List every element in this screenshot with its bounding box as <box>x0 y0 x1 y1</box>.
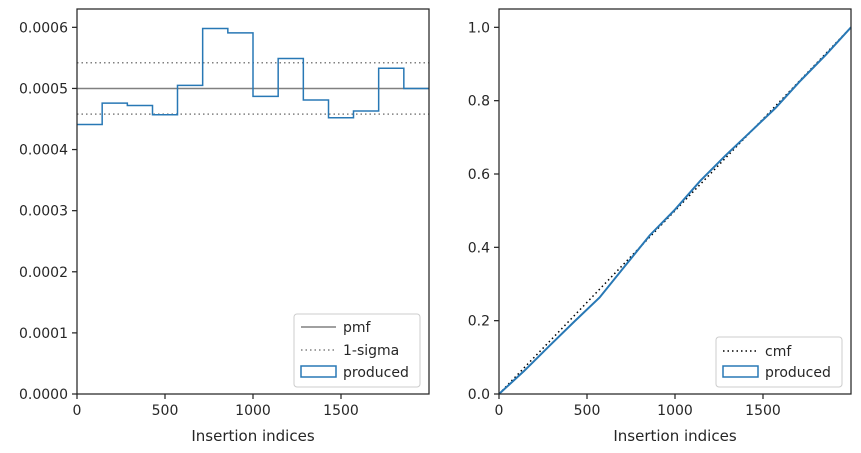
cmf-y-tick-label: 0.4 <box>468 240 490 256</box>
cmf-y-axis: 0.0 0.2 0.4 0.6 0.8 1.0 <box>468 20 499 403</box>
histogram-y-tick-label: 0.0003 <box>19 204 68 220</box>
cmf-x-axis: 0 500 1000 1500 <box>495 394 781 419</box>
histogram-y-tick-label: 0.0001 <box>19 326 68 342</box>
histogram-panel: 0.0000 0.0001 0.0002 0.0003 0.0004 0.0005 0.00… <box>19 8 430 445</box>
histogram-y-tick-label: 0.0002 <box>19 265 68 281</box>
cmf-legend-box <box>715 336 843 388</box>
cmf-y-tick-label: 1.0 <box>468 20 490 36</box>
histogram-x-tick-label: 1500 <box>323 403 359 419</box>
produced-legend-label: produced <box>343 365 409 381</box>
cmf-x-axis-label: Insertion indices <box>613 427 736 445</box>
histogram-y-axis: 0.0000 0.0001 0.0002 0.0003 0.0004 0.0005 0.00… <box>19 20 77 403</box>
histogram-y-tick-label: 0.0000 <box>19 387 68 403</box>
histogram-plot-area <box>77 27 429 126</box>
histogram-x-tick-label: 1000 <box>235 403 271 419</box>
cmf-frame <box>498 8 852 395</box>
histogram-x-axis: 0 500 1000 1500 <box>73 394 359 419</box>
cmf-y-tick-label: 0.8 <box>468 94 490 110</box>
histogram-frame <box>76 8 430 395</box>
cmf-legend-label: cmf <box>765 344 792 360</box>
cmf-y-tick-label: 0.2 <box>468 314 490 330</box>
produced-cmf-legend-swatch <box>722 365 759 378</box>
produced-legend-swatch <box>300 365 337 378</box>
histogram-y-tick-label: 0.0004 <box>19 143 68 159</box>
produced-cmf-line <box>498 26 852 395</box>
histogram-x-axis-label: Insertion indices <box>191 427 314 445</box>
cmf-x-tick-label: 1500 <box>745 403 781 419</box>
histogram-y-tick-label: 0.0006 <box>19 20 68 36</box>
cmf-panel: 0.0 0.2 0.4 0.6 0.8 1.0 0 500 1000 1500 Insertio… <box>468 8 852 445</box>
histogram-legend-box <box>293 313 421 388</box>
cmf-x-tick-label: 1000 <box>657 403 693 419</box>
cmf-x-tick-label: 500 <box>574 403 601 419</box>
produced-histogram-step <box>77 27 429 126</box>
cmf-plot-area <box>498 26 852 395</box>
histogram-legend: pmf 1-sigma produced <box>293 313 421 388</box>
produced-cmf-legend-label: produced <box>765 365 831 381</box>
sigma-legend-label: 1-sigma <box>343 343 399 359</box>
cmf-legend: cmf produced <box>715 336 843 388</box>
cmf-x-tick-label: 0 <box>495 403 504 419</box>
histogram-x-tick-label: 500 <box>152 403 179 419</box>
histogram-y-tick-label: 0.0005 <box>19 81 68 97</box>
cmf-y-tick-label: 0.0 <box>468 387 490 403</box>
histogram-x-tick-label: 0 <box>73 403 82 419</box>
cmf-y-tick-label: 0.6 <box>468 167 490 183</box>
pmf-legend-label: pmf <box>343 320 372 336</box>
